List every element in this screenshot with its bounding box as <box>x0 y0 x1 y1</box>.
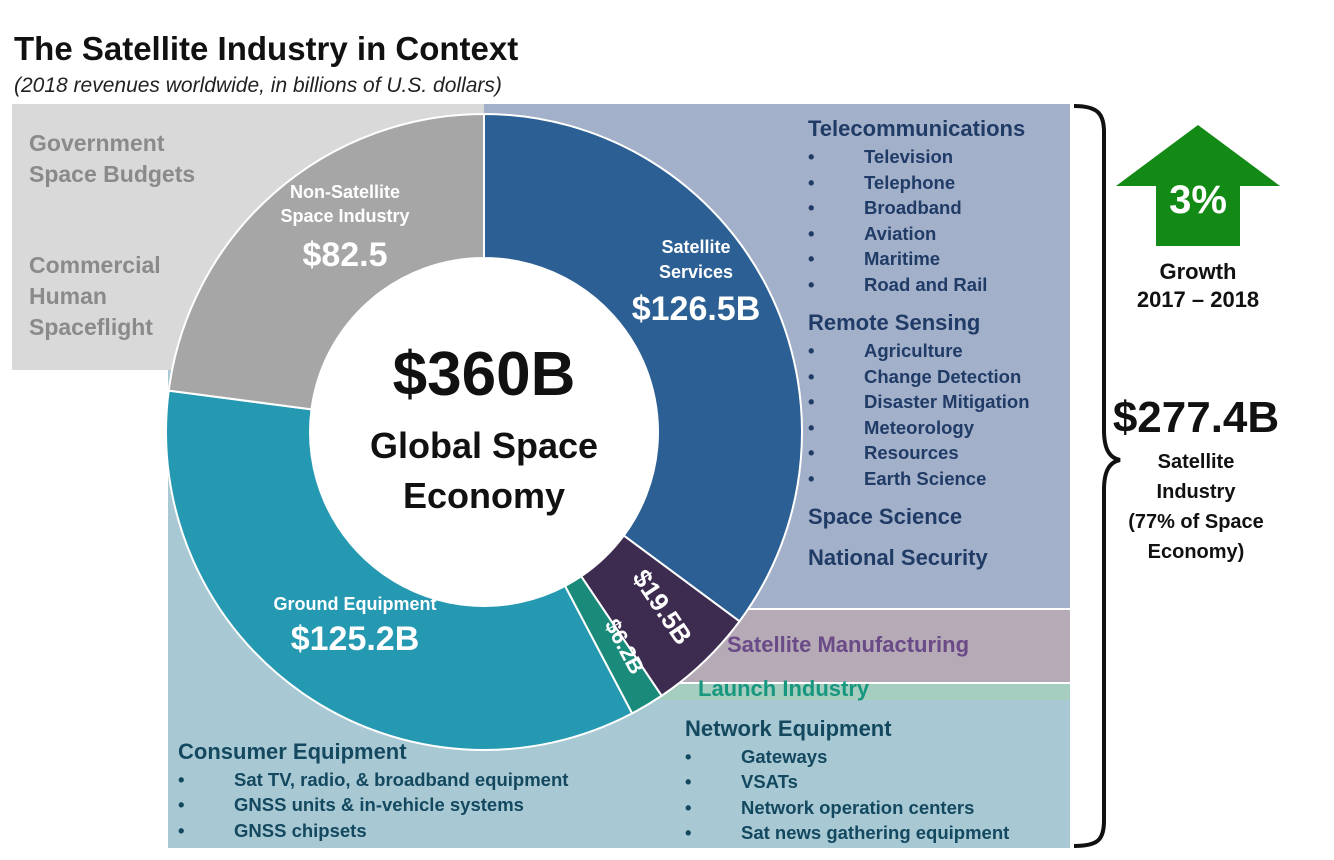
list-item: Disaster Mitigation <box>808 389 1030 415</box>
page-subtitle: (2018 revenues worldwide, in billions of… <box>14 74 502 97</box>
slice-label-non-satellite-line2: Space Industry <box>280 206 409 226</box>
space-science-label: Space Science <box>808 504 963 529</box>
list-item: Maritime <box>808 246 1025 272</box>
list-item: Agriculture <box>808 338 1030 364</box>
list-item: VSATs <box>685 769 1009 795</box>
government-budgets-label: Government Space Budgets <box>29 130 196 187</box>
list-item: Road and Rail <box>808 272 1025 298</box>
list-item: GNSS chipsets <box>178 818 568 844</box>
list-item: GNSS units & in-vehicle systems <box>178 792 568 818</box>
remote-sensing-section: Remote Sensing Agriculture Change Detect… <box>808 310 1030 492</box>
network-equipment-list: Gateways VSATs Network operation centers… <box>685 744 1009 845</box>
slice-label-satellite-services-line2: Services <box>659 262 733 282</box>
consumer-equipment-section: Consumer Equipment Sat TV, radio, & broa… <box>178 739 568 843</box>
donut-slices <box>165 112 803 751</box>
donut-hole <box>310 258 658 606</box>
telecommunications-heading: Telecommunications <box>808 116 1026 141</box>
list-item: Sat news gathering equipment <box>685 820 1009 846</box>
page-title: The Satellite Industry in Context <box>14 30 519 67</box>
center-label-line2: Economy <box>403 475 565 516</box>
launch-industry-panel <box>640 684 1070 700</box>
list-item: Gateways <box>685 744 1009 770</box>
center-label-line1: Global Space <box>370 425 598 466</box>
telecommunications-section: Telecommunications Television Telephone … <box>808 116 1025 298</box>
slice-value-ground-equipment: $125.2B <box>291 620 420 658</box>
commercial-spaceflight-label: Commercial Human Spaceflight <box>29 252 161 340</box>
list-item: Earth Science <box>808 466 1030 492</box>
list-item: Meteorology <box>808 415 1030 441</box>
list-item: Sat TV, radio, & broadband equipment <box>178 767 568 793</box>
consumer-equipment-list: Sat TV, radio, & broadband equipment GNS… <box>178 767 568 843</box>
list-item: Change Detection <box>808 364 1030 390</box>
consumer-equipment-heading: Consumer Equipment <box>178 739 407 764</box>
slice-label-satellite-services-line1: Satellite <box>661 237 730 257</box>
network-equipment-section: Network Equipment Gateways VSATs Network… <box>685 716 1009 845</box>
remote-sensing-list: Agriculture Change Detection Disaster Mi… <box>808 338 1030 492</box>
slice-label-non-satellite-line1: Non-Satellite <box>290 182 400 202</box>
slice-label-ground-equipment: Ground Equipment <box>274 594 437 614</box>
network-equipment-heading: Network Equipment <box>685 716 892 741</box>
list-item: Network operation centers <box>685 795 1009 821</box>
list-item: Television <box>808 144 1025 170</box>
telecommunications-list: Television Telephone Broadband Aviation … <box>808 144 1025 298</box>
total-value: $360B <box>393 340 576 409</box>
national-security-label: National Security <box>808 545 988 570</box>
satellite-manufacturing-label: Satellite Manufacturing <box>727 632 970 657</box>
slice-value-satellite-services: $126.5B <box>632 290 761 328</box>
remote-sensing-heading: Remote Sensing <box>808 310 981 335</box>
list-item: Resources <box>808 440 1030 466</box>
list-item: Broadband <box>808 195 1025 221</box>
slice-value-non-satellite: $82.5 <box>302 236 387 274</box>
list-item: Telephone <box>808 170 1025 196</box>
launch-industry-label: Launch Industry <box>698 676 870 701</box>
list-item: Aviation <box>808 221 1025 247</box>
